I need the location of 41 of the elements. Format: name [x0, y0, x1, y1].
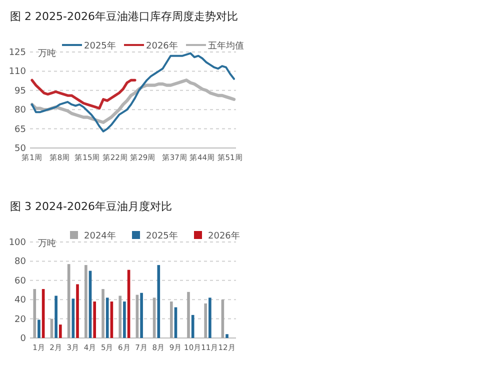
legend-label: 2026年 [208, 230, 240, 242]
bar [118, 296, 122, 338]
y-tick-label: 125 [8, 48, 26, 58]
y-tick-label: 65 [14, 124, 26, 135]
bar [106, 298, 109, 338]
y-tick-label: 0 [20, 334, 26, 344]
bar [54, 296, 58, 338]
y-tick-label: 100 [8, 238, 26, 248]
y-axis-title: 万吨 [38, 48, 56, 59]
bar [93, 302, 96, 338]
bar [38, 320, 40, 338]
bar [208, 298, 212, 338]
legend-label: 2025年 [84, 40, 116, 52]
bar [157, 265, 160, 338]
bar [84, 265, 88, 338]
y-tick-label: 110 [8, 67, 26, 78]
bar [76, 284, 79, 338]
legend-label: 2024年 [84, 230, 116, 242]
line-series [30, 78, 136, 110]
bar [123, 302, 126, 338]
bar [59, 324, 62, 338]
chart-title: 图 2 2025-2026年豆油港口库存周度走势对比 [10, 10, 238, 23]
legend-label: 2026年 [146, 40, 178, 52]
bar [102, 289, 104, 338]
y-tick-label: 80 [14, 106, 26, 116]
bar [33, 289, 36, 338]
legend-label: 五年均值 [208, 40, 244, 52]
bar [226, 334, 228, 338]
bar [170, 302, 173, 338]
bar [140, 292, 143, 338]
bar [204, 303, 207, 338]
bar [187, 292, 190, 338]
y-tick-label: 50 [14, 144, 26, 154]
chart-title: 图 3 2024-2026年豆油月度对比 [10, 200, 172, 213]
y-tick-label: 80 [14, 257, 26, 268]
y-tick-label: 95 [14, 86, 26, 96]
y-tick-label: 20 [14, 314, 26, 325]
y-axis-title: 万吨 [38, 238, 56, 249]
y-tick-label: 60 [14, 276, 26, 286]
y-tick-label: 40 [14, 296, 26, 306]
legend-label: 2025年 [146, 230, 178, 242]
